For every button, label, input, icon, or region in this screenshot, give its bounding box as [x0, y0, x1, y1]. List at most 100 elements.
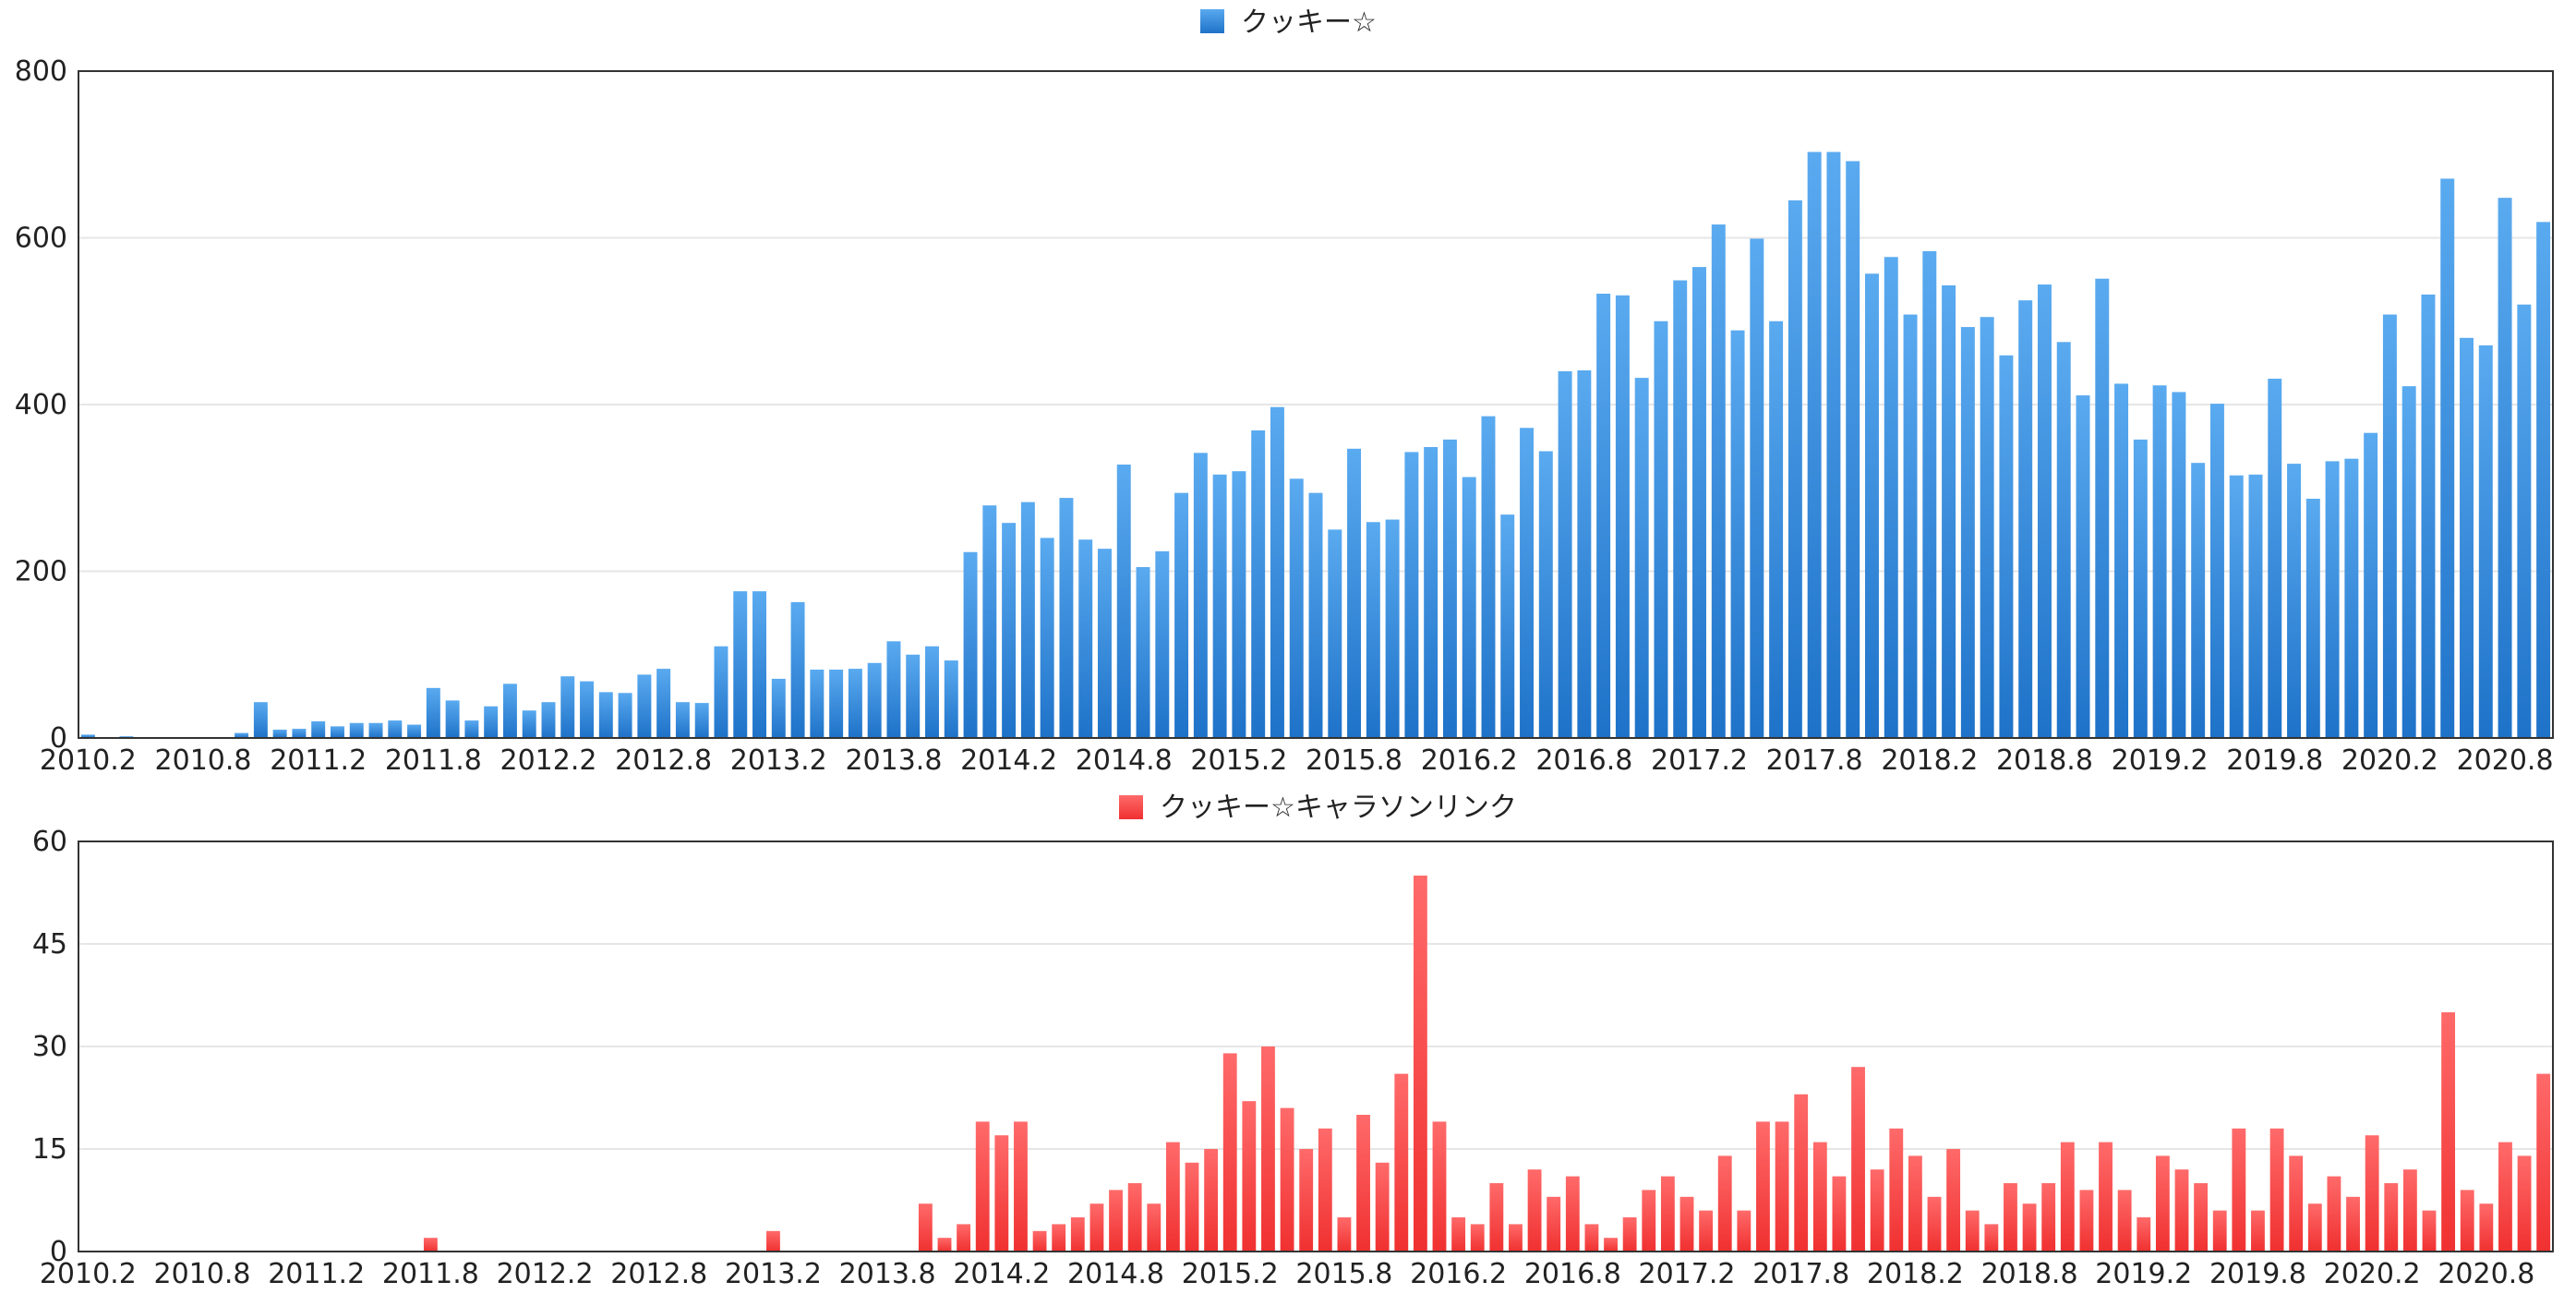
bar	[1165, 1142, 1180, 1252]
bar	[1109, 1190, 1123, 1252]
bar	[2344, 458, 2359, 738]
y-axis: 0 200 400 600 800	[15, 55, 67, 755]
x-tick-label: 2014.8	[1076, 744, 1173, 777]
bar	[1270, 406, 1284, 738]
bar	[1908, 1155, 1922, 1252]
bar	[1052, 1224, 1066, 1252]
bar	[1289, 478, 1304, 738]
y-tick-label: 45	[32, 928, 67, 961]
x-tick-label: 2017.2	[1651, 744, 1748, 777]
bar	[1692, 267, 1706, 738]
bar	[1451, 1217, 1466, 1252]
bar	[2022, 1203, 2037, 1252]
bar	[2401, 386, 2416, 738]
bar	[810, 670, 825, 738]
bar	[1328, 529, 1342, 739]
x-tick-label: 2010.8	[155, 744, 252, 777]
bar	[2056, 342, 2071, 738]
x-tick-label: 2014.8	[1067, 1258, 1164, 1290]
bar	[80, 734, 95, 738]
bar	[2478, 345, 2493, 738]
y-tick-label: 0	[50, 722, 67, 755]
bar	[1903, 314, 1918, 738]
x-tick-label: 2018.8	[1981, 1258, 2078, 1290]
bar	[1812, 1142, 1827, 1252]
bar	[618, 693, 632, 738]
bar	[1604, 1238, 1618, 1252]
bar	[1442, 439, 1457, 738]
x-tick-label: 2018.8	[1996, 744, 2093, 777]
bar	[407, 724, 422, 738]
x-tick-label: 2020.2	[2324, 1258, 2421, 1290]
bar	[1750, 238, 1764, 738]
bar	[1832, 1176, 1847, 1252]
x-tick-label: 2020.8	[2457, 744, 2554, 777]
x-tick-label: 2019.8	[2209, 1258, 2306, 1290]
bar	[790, 601, 805, 738]
bar	[2133, 439, 2148, 738]
bar	[963, 551, 978, 738]
bar	[1147, 1203, 1162, 1252]
bar	[1280, 1107, 1294, 1252]
bar	[1942, 284, 1956, 738]
bar	[1642, 1190, 1656, 1252]
bar	[2137, 1217, 2151, 1252]
bar	[1520, 428, 1535, 738]
bar	[1769, 320, 1784, 738]
bar	[1679, 1196, 1694, 1252]
bar	[2441, 1012, 2456, 1252]
bar	[2079, 1190, 2094, 1252]
bar	[1394, 1073, 1409, 1252]
bar	[2251, 1210, 2265, 1252]
bar	[1865, 273, 1879, 738]
bar	[766, 1230, 780, 1252]
bar	[1014, 1121, 1028, 1252]
bar	[2536, 1073, 2551, 1252]
bar	[2152, 385, 2167, 738]
bar	[1174, 492, 1189, 738]
bar	[423, 1238, 438, 1252]
bar	[1673, 280, 1688, 738]
bar	[1002, 523, 1017, 738]
y-tick-label: 30	[32, 1031, 67, 1063]
bar	[1040, 538, 1054, 738]
plot-frame	[78, 70, 2554, 739]
bar	[1432, 1121, 1447, 1252]
bar	[426, 687, 440, 738]
y-tick-label: 15	[32, 1133, 67, 1166]
bar	[388, 720, 403, 738]
bar	[867, 662, 882, 738]
bar	[957, 1224, 971, 1252]
bar	[2172, 392, 2186, 738]
x-tick-label: 2017.8	[1752, 1258, 1849, 1290]
bar	[1347, 448, 1362, 738]
bar	[1558, 370, 1572, 738]
x-tick-label: 2012.2	[500, 744, 596, 777]
x-tick-label: 2011.2	[268, 1258, 365, 1290]
bar	[253, 702, 268, 738]
bar	[1788, 200, 1802, 738]
bar	[2421, 294, 2436, 738]
bar	[2382, 314, 2397, 738]
bar	[2095, 278, 2110, 738]
bar	[541, 702, 556, 738]
bar	[598, 692, 613, 738]
bar	[2479, 1203, 2494, 1252]
y-axis: 0 15 30 45 60	[32, 826, 67, 1268]
bar	[2117, 1190, 2132, 1252]
bar	[522, 710, 536, 738]
bar	[829, 670, 844, 738]
bar	[1870, 1169, 1884, 1252]
bar	[2305, 498, 2320, 738]
legend-swatch	[1200, 9, 1224, 33]
bar	[1070, 1217, 1085, 1252]
x-tick-label: 2013.8	[839, 1258, 936, 1290]
x-tick-label: 2016.2	[1410, 1258, 1507, 1290]
bar	[2498, 1142, 2512, 1252]
bar	[2114, 383, 2129, 738]
bar	[886, 641, 901, 738]
legend-bottom: クッキー☆キャラソンリンク	[1119, 792, 1517, 824]
bar	[675, 702, 690, 738]
bar	[1356, 1115, 1370, 1252]
